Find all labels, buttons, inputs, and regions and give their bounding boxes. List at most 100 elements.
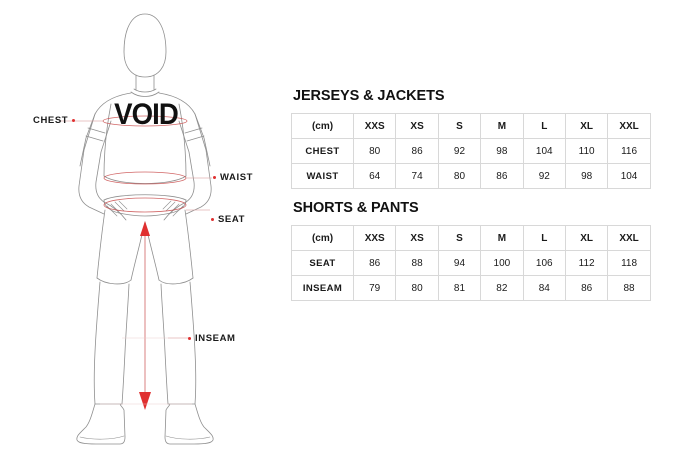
row-label-seat: SEAT <box>291 250 354 276</box>
size-header-s: S <box>437 113 482 139</box>
collar-line <box>130 91 160 97</box>
right-leg-inner <box>160 283 169 405</box>
size-header-xl: XL <box>564 225 609 251</box>
head-outline <box>123 13 167 78</box>
table-row: WAIST 64 74 80 86 92 98 104 <box>291 163 651 189</box>
callout-waist-label: WAIST <box>220 172 254 183</box>
row-label-chest: CHEST <box>291 138 354 164</box>
cell-inseam-l: 84 <box>522 275 566 301</box>
cell-waist-l: 92 <box>522 163 566 189</box>
table-header-row: (cm) XXS XS S M L XL XXL <box>291 225 651 251</box>
seat-measure-band <box>103 197 187 213</box>
right-shoe-sole <box>165 435 211 440</box>
jerseys-size-table: (cm) XXS XS S M L XL XXL CHEST 80 86 92 … <box>291 113 651 189</box>
size-header-l: L <box>522 225 566 251</box>
cell-inseam-xs: 80 <box>395 275 439 301</box>
cell-inseam-xxs: 79 <box>352 275 397 301</box>
inseam-arrow-head-up <box>140 221 150 236</box>
size-header-xs: XS <box>395 225 439 251</box>
right-shoe <box>164 403 214 445</box>
table-header-row: (cm) XXS XS S M L XL XXL <box>291 113 651 139</box>
cell-chest-m: 98 <box>480 138 524 164</box>
void-logo: VOID <box>114 98 179 131</box>
cell-waist-xxl: 104 <box>607 163 651 189</box>
cell-seat-xs: 88 <box>395 250 439 276</box>
left-shoe <box>76 403 126 445</box>
size-header-l: L <box>522 113 566 139</box>
table-block-shorts: SHORTS & PANTS (cm) XXS XS S M L XL XXL <box>291 200 651 301</box>
shorts-table-title: SHORTS & PANTS <box>293 200 419 216</box>
callout-inseam: INSEAM <box>188 334 236 344</box>
cell-chest-xxl: 116 <box>607 138 651 164</box>
right-leg-outer <box>189 281 197 405</box>
right-arm-outer <box>185 113 212 215</box>
right-arm-inner <box>178 120 195 203</box>
red-dot-icon <box>211 218 214 222</box>
cell-waist-xxs: 64 <box>352 163 397 189</box>
neck-outline <box>135 74 155 91</box>
size-chart-illustration: VOID CHEST WAIST SEAT INSEAM <box>0 0 285 456</box>
cell-seat-xl: 112 <box>564 250 609 276</box>
size-header-xl: XL <box>564 113 609 139</box>
size-header-xxs: XXS <box>352 225 397 251</box>
unit-header: (cm) <box>291 225 354 251</box>
size-header-s: S <box>437 225 482 251</box>
red-dot-icon <box>72 119 76 123</box>
row-label-inseam: INSEAM <box>291 275 354 301</box>
cell-seat-xxs: 86 <box>352 250 397 276</box>
callout-chest: CHEST <box>33 115 76 126</box>
inseam-arrow <box>139 221 151 410</box>
size-header-xs: XS <box>395 113 439 139</box>
callout-waist: WAIST <box>213 173 253 183</box>
shorts-outer-seams <box>96 209 194 279</box>
jersey-sides <box>103 103 187 177</box>
size-header-xxl: XXL <box>607 225 651 251</box>
unit-header: (cm) <box>291 113 354 139</box>
cell-seat-m: 100 <box>480 250 524 276</box>
cell-chest-xl: 110 <box>564 138 609 164</box>
cell-seat-l: 106 <box>522 250 566 276</box>
size-header-m: M <box>480 113 524 139</box>
table-row: SEAT 86 88 94 100 106 112 118 <box>291 250 651 276</box>
left-shorts-hem <box>96 277 132 285</box>
cell-waist-m: 86 <box>480 163 524 189</box>
row-label-waist: WAIST <box>291 163 354 189</box>
left-leg-inner <box>121 283 130 405</box>
right-sleeve-band <box>184 127 205 142</box>
table-row: INSEAM 79 80 81 82 84 86 88 <box>291 275 651 301</box>
table-row: CHEST 80 86 92 98 104 110 116 <box>291 138 651 164</box>
red-dot-icon <box>188 337 191 341</box>
left-arm-inner <box>95 120 112 203</box>
cell-inseam-s: 81 <box>437 275 482 301</box>
size-header-xxl: XXL <box>607 113 651 139</box>
size-header-xxs: XXS <box>352 113 397 139</box>
cell-waist-xs: 74 <box>395 163 439 189</box>
right-shorts-hem <box>158 277 194 285</box>
size-header-m: M <box>480 225 524 251</box>
table-block-jerseys: JERSEYS & JACKETS (cm) XXS XS S M L XL X… <box>291 88 651 189</box>
size-tables-panel: JERSEYS & JACKETS (cm) XXS XS S M L XL X… <box>291 0 690 456</box>
jerseys-table-title: JERSEYS & JACKETS <box>293 88 445 104</box>
cell-inseam-xl: 86 <box>564 275 609 301</box>
mannequin-figure <box>60 13 214 445</box>
cell-seat-xxl: 118 <box>607 250 651 276</box>
waist-measure-band <box>103 171 187 185</box>
cell-chest-l: 104 <box>522 138 566 164</box>
cell-chest-s: 92 <box>437 138 482 164</box>
shorts-size-table: (cm) XXS XS S M L XL XXL SEAT 86 88 94 1… <box>291 225 651 301</box>
cell-inseam-xxl: 88 <box>607 275 651 301</box>
jersey-hem <box>103 175 187 184</box>
cell-seat-s: 94 <box>437 250 482 276</box>
callout-chest-label: CHEST <box>33 115 69 126</box>
cell-waist-s: 80 <box>437 163 482 189</box>
left-sleeve-band <box>85 127 106 142</box>
left-arm-outer <box>78 113 105 215</box>
cell-inseam-m: 82 <box>480 275 524 301</box>
callout-seat: SEAT <box>211 215 245 225</box>
red-dot-icon <box>213 176 216 180</box>
left-shoe-sole <box>79 435 125 440</box>
callout-seat-label: SEAT <box>218 214 246 225</box>
cell-chest-xs: 86 <box>395 138 439 164</box>
left-leg-outer <box>93 281 101 405</box>
neck-base <box>133 88 157 93</box>
